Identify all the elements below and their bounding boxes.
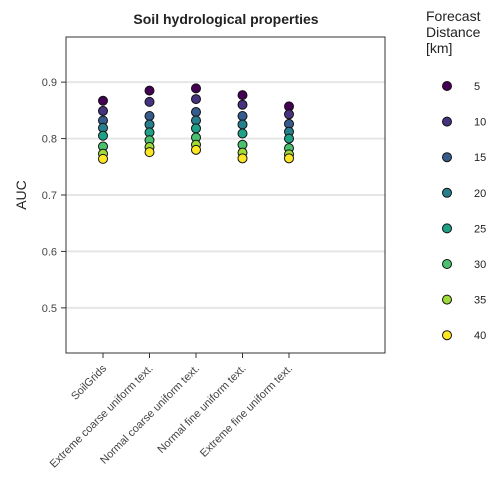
legend-label: 40 <box>474 330 486 342</box>
x-tick-label: Extreme fine uniform text. <box>198 363 295 460</box>
legend-label: 20 <box>474 188 486 200</box>
y-axis: 0.5 0.6 0.7 0.8 0.9 <box>42 77 66 315</box>
legend-label: 15 <box>474 152 486 164</box>
data-point <box>98 105 108 116</box>
data-points <box>98 83 294 164</box>
y-tick-label: 0.8 <box>42 134 57 146</box>
chart-title: Soil hydrological properties <box>133 11 318 27</box>
legend-title-line-2: Distance <box>426 24 481 40</box>
legend-label: 10 <box>474 117 486 129</box>
legend: Forecast Distance [km] 5 10 15 20 25 30 35 40 <box>426 8 486 342</box>
data-point <box>237 153 248 164</box>
x-tick-label: SoilGrids <box>69 362 109 402</box>
legend-marker <box>442 223 452 234</box>
data-point <box>144 111 155 121</box>
y-axis-label: AUC <box>13 180 29 210</box>
legend-marker <box>442 81 452 91</box>
data-point <box>144 147 155 158</box>
y-tick-label: 0.6 <box>42 246 57 258</box>
y-tick-label: 0.5 <box>42 303 57 315</box>
data-point <box>144 96 155 107</box>
data-point <box>191 144 201 155</box>
data-point <box>98 95 108 106</box>
legend-label: 25 <box>474 223 486 235</box>
data-point <box>191 123 201 134</box>
data-point <box>191 107 201 118</box>
legend-label: 5 <box>474 81 480 93</box>
data-point <box>98 130 108 141</box>
data-point <box>237 99 248 110</box>
legend-marker <box>442 294 452 305</box>
legend-marker <box>442 330 452 341</box>
y-tick-label: 0.7 <box>42 190 57 202</box>
data-point <box>237 90 248 101</box>
data-point <box>284 133 294 144</box>
legend-label: 30 <box>474 259 486 271</box>
y-tick-label: 0.9 <box>42 77 57 89</box>
legend-marker <box>442 152 452 163</box>
data-point <box>237 128 248 139</box>
data-point <box>98 153 108 164</box>
data-point <box>237 111 248 121</box>
data-point <box>144 85 155 96</box>
x-tick-label: Normal fine uniform text. <box>155 363 248 456</box>
data-point <box>191 83 201 94</box>
legend-label: 35 <box>474 295 486 307</box>
legend-marker <box>442 187 452 198</box>
legend-marker <box>442 116 452 127</box>
data-point <box>284 153 294 164</box>
data-point <box>284 109 294 120</box>
gridlines <box>66 81 385 309</box>
data-point <box>237 119 248 130</box>
legend-title-line-3: [km] <box>426 40 452 56</box>
x-tick-label: Normal coarse uniform text. <box>98 363 202 467</box>
legend-title-line-1: Forecast <box>426 8 481 24</box>
data-point <box>191 94 201 105</box>
legend-marker <box>442 259 452 269</box>
